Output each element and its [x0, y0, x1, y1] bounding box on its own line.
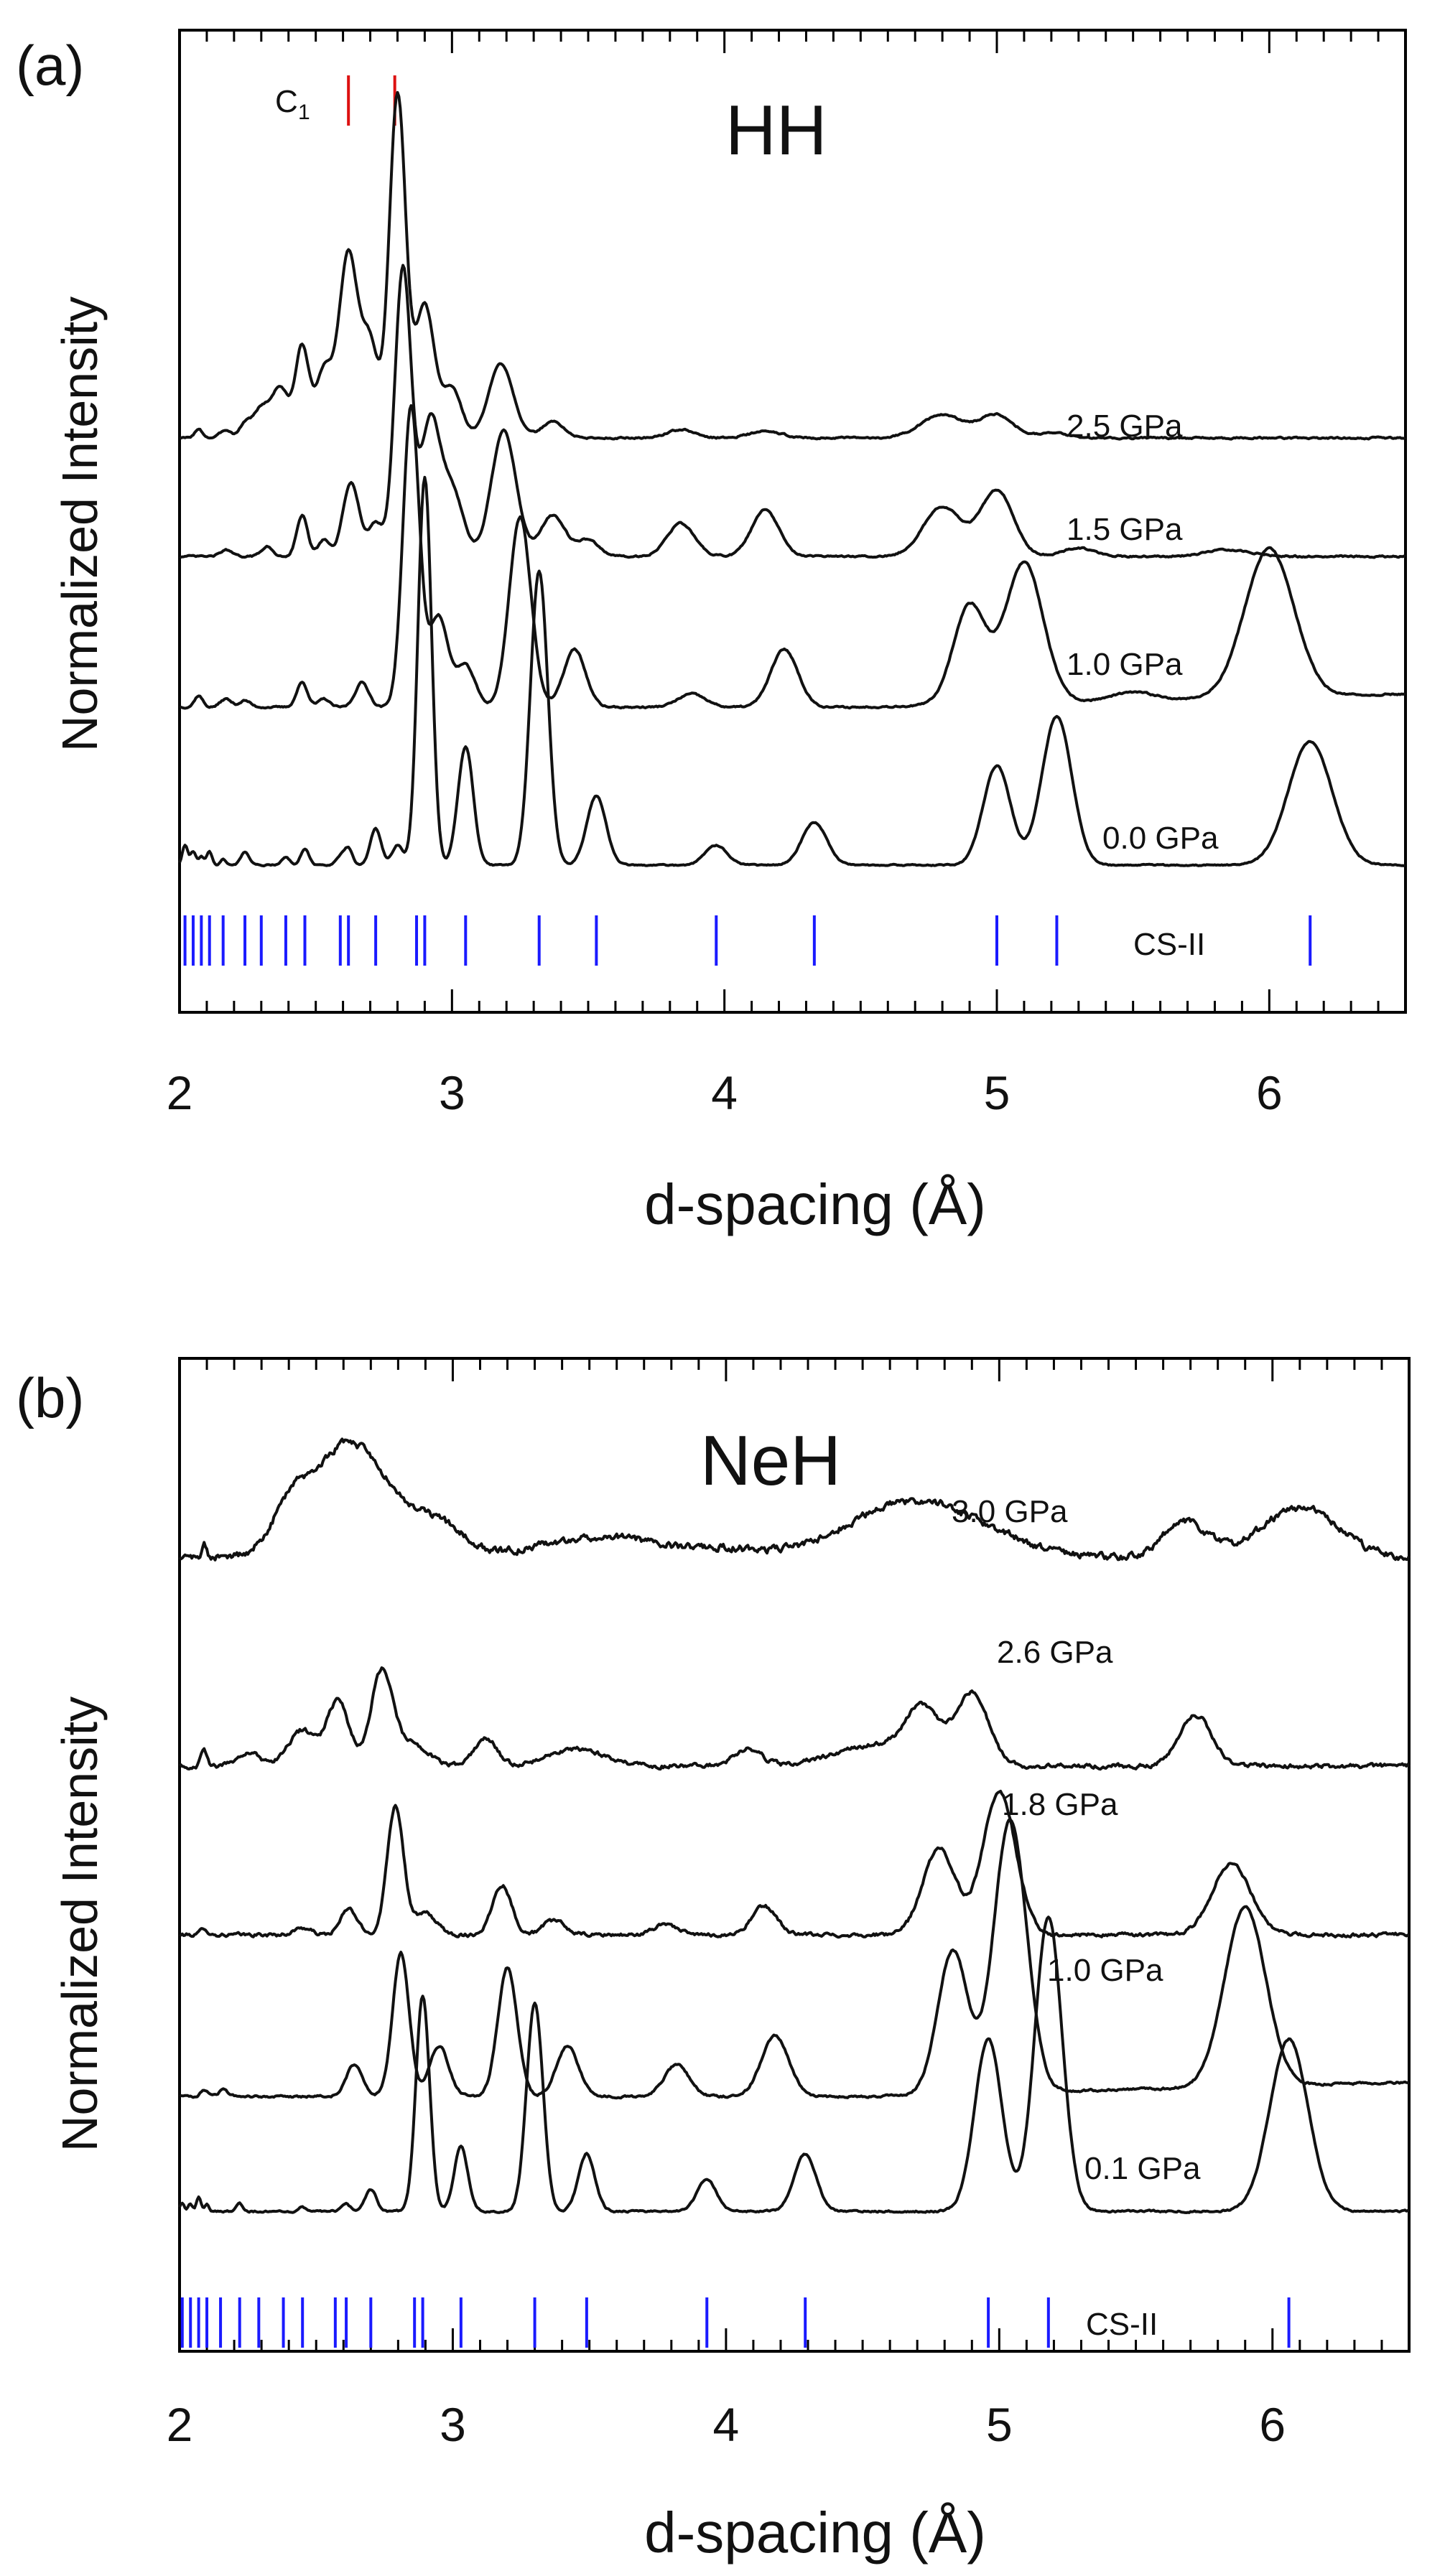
- series-label: 1.0 GPa: [1067, 647, 1183, 682]
- c1-label: C 1: [275, 84, 310, 124]
- series-label: 2.6 GPa: [997, 1635, 1113, 1670]
- series-line-1_8-GPa: [179, 1789, 1411, 1939]
- series-label: 0.1 GPa: [1084, 2151, 1201, 2186]
- x-tick-label: 6: [1259, 2398, 1286, 2451]
- sample-label-hh: HH: [725, 90, 827, 169]
- cs2-label-a: CS-II: [1133, 927, 1205, 962]
- y-axis-title-b: Normalized Intensity: [52, 1697, 108, 2152]
- x-tick-label: 5: [986, 2398, 1013, 2451]
- series-label: 1.5 GPa: [1067, 512, 1183, 547]
- x-axis-title-a: d-spacing (Å): [644, 1172, 986, 1236]
- series-label: 1.8 GPa: [1002, 1787, 1118, 1822]
- c1-label-subscript: 1: [298, 101, 310, 124]
- x-tick-label: 6: [1256, 1066, 1283, 1119]
- series-line-2_5-GPa: [179, 90, 1407, 441]
- plot-frame: [178, 29, 1407, 1014]
- series-label: 0.0 GPa: [1102, 821, 1219, 856]
- panel-label-a: (a): [16, 34, 84, 97]
- series-line-0_0-GPa: [178, 475, 1406, 868]
- cs2-label-b: CS-II: [1086, 2307, 1158, 2342]
- x-tick-label: 4: [711, 1066, 738, 1119]
- panel-label-b: (b): [16, 1366, 84, 1429]
- x-tick-label: 3: [439, 1066, 465, 1119]
- series-line-1_0-GPa: [179, 403, 1406, 710]
- plot-frame: [178, 1357, 1411, 2353]
- sample-label-neh: NeH: [700, 1421, 841, 1500]
- series-line-2_6-GPa: [178, 1666, 1411, 1771]
- series-label: 2.5 GPa: [1067, 409, 1183, 444]
- x-axis-title-b: d-spacing (Å): [644, 2501, 986, 2565]
- series-label: 3.0 GPa: [952, 1494, 1068, 1529]
- x-tick-label: 3: [440, 2398, 466, 2451]
- series-label: 1.0 GPa: [1047, 1953, 1163, 1988]
- series-line-1_5-GPa: [179, 263, 1406, 559]
- c1-label-text: C: [275, 84, 298, 119]
- x-tick-label: 4: [713, 2398, 740, 2451]
- panel-a: (a) HH Normalized Intensity d-spacing (Å…: [16, 29, 1407, 1236]
- series-line-3_0-GPa: [178, 1437, 1411, 1562]
- x-tick-label: 2: [167, 2398, 193, 2451]
- x-tick-label: 5: [984, 1066, 1010, 1119]
- series-line-1_0-GPa: [179, 1818, 1410, 2100]
- panel-b: (b) NeH Normalized Intensity d-spacing (…: [16, 1357, 1411, 2565]
- x-tick-label: 2: [167, 1066, 193, 1119]
- y-axis-title-a: Normalized Intensity: [52, 297, 108, 752]
- series-line-0_1-GPa: [178, 1915, 1410, 2214]
